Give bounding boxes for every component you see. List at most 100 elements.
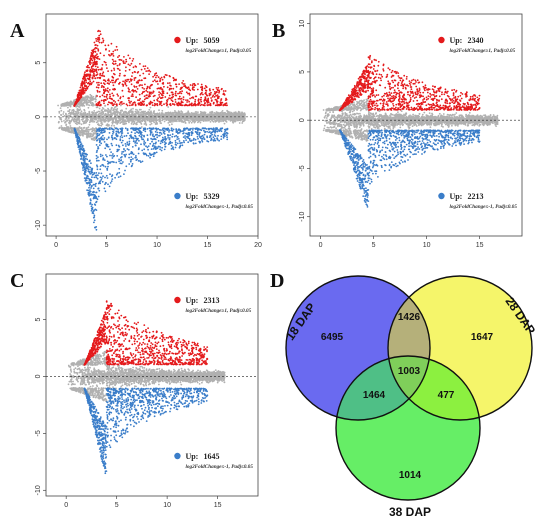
point-ns bbox=[148, 114, 151, 116]
point-ns bbox=[85, 130, 88, 133]
point-ns bbox=[60, 114, 63, 117]
point-down bbox=[201, 140, 204, 143]
point-down bbox=[140, 143, 142, 146]
point-down bbox=[143, 140, 146, 143]
point-ns bbox=[93, 114, 95, 117]
point-ns bbox=[188, 116, 190, 118]
point-ns bbox=[168, 124, 171, 126]
point-up bbox=[82, 77, 84, 80]
point-up bbox=[177, 98, 180, 100]
point-down bbox=[92, 187, 95, 190]
point-ns bbox=[156, 119, 159, 121]
point-ns bbox=[149, 123, 152, 126]
point-up bbox=[190, 104, 193, 106]
point-up bbox=[96, 53, 98, 55]
point-down bbox=[171, 141, 173, 144]
point-ns bbox=[67, 127, 69, 129]
point-ns bbox=[232, 118, 235, 120]
point-up bbox=[113, 69, 116, 71]
point-up bbox=[145, 70, 148, 72]
point-down bbox=[147, 155, 150, 157]
point-ns bbox=[237, 118, 239, 121]
point-down bbox=[103, 137, 106, 139]
point-ns bbox=[92, 97, 95, 100]
point-ns bbox=[124, 114, 126, 117]
point-down bbox=[101, 154, 104, 157]
point-down bbox=[96, 164, 98, 167]
point-up bbox=[210, 97, 213, 99]
point-up bbox=[189, 89, 192, 92]
point-down bbox=[79, 152, 82, 155]
point-up bbox=[102, 88, 105, 91]
point-up bbox=[200, 96, 203, 99]
point-up bbox=[128, 68, 131, 71]
point-ns bbox=[60, 127, 63, 130]
point-ns bbox=[197, 114, 199, 117]
point-down bbox=[134, 134, 136, 137]
point-down bbox=[103, 187, 106, 190]
point-up bbox=[197, 102, 200, 105]
point-ns bbox=[152, 115, 154, 118]
point-up bbox=[143, 68, 146, 70]
point-up bbox=[81, 83, 84, 85]
point-ns bbox=[138, 116, 141, 119]
point-up bbox=[128, 97, 131, 99]
point-up bbox=[95, 74, 97, 77]
point-ns bbox=[67, 128, 70, 131]
point-up bbox=[91, 62, 93, 64]
point-up bbox=[100, 82, 103, 85]
point-ns bbox=[72, 108, 75, 111]
point-up bbox=[122, 60, 125, 63]
point-up bbox=[101, 37, 104, 40]
point-ns bbox=[87, 95, 89, 98]
point-ns bbox=[182, 121, 185, 124]
point-ns bbox=[120, 121, 123, 123]
plot-frame bbox=[45, 13, 259, 237]
point-up bbox=[112, 100, 115, 102]
point-down bbox=[160, 149, 163, 152]
point-up bbox=[169, 75, 171, 78]
point-ns bbox=[128, 121, 130, 124]
point-ns bbox=[91, 112, 94, 115]
point-down bbox=[220, 135, 223, 138]
point-up bbox=[139, 63, 141, 65]
point-down bbox=[196, 135, 199, 138]
point-up bbox=[143, 95, 146, 98]
point-down bbox=[93, 176, 96, 179]
point-down bbox=[176, 142, 179, 145]
point-ns bbox=[174, 114, 177, 117]
point-down bbox=[131, 146, 134, 148]
point-ns bbox=[83, 108, 86, 111]
point-ns bbox=[105, 124, 108, 127]
point-ns bbox=[192, 114, 195, 117]
point-up bbox=[77, 96, 79, 99]
point-up bbox=[110, 69, 113, 72]
point-up bbox=[185, 99, 187, 101]
point-down bbox=[121, 139, 124, 142]
point-up bbox=[162, 92, 164, 94]
point-down bbox=[183, 141, 186, 144]
point-ns bbox=[120, 113, 123, 116]
point-down bbox=[85, 155, 87, 158]
point-down bbox=[208, 127, 211, 130]
point-ns bbox=[162, 118, 164, 121]
point-down bbox=[96, 136, 98, 138]
point-ns bbox=[80, 110, 83, 113]
point-up bbox=[100, 86, 103, 88]
point-ns bbox=[58, 110, 61, 113]
point-up bbox=[218, 91, 220, 94]
point-up bbox=[156, 74, 158, 77]
point-ns bbox=[133, 113, 136, 116]
point-ns bbox=[200, 117, 203, 120]
point-down bbox=[118, 167, 121, 170]
point-up bbox=[105, 64, 108, 66]
point-up bbox=[155, 72, 158, 75]
point-up bbox=[131, 75, 133, 77]
point-up bbox=[145, 94, 148, 97]
point-up bbox=[120, 59, 123, 61]
point-ns bbox=[241, 122, 244, 124]
point-ns bbox=[101, 109, 104, 111]
point-ns bbox=[123, 123, 125, 126]
point-ns bbox=[138, 108, 141, 111]
point-up bbox=[124, 83, 127, 85]
